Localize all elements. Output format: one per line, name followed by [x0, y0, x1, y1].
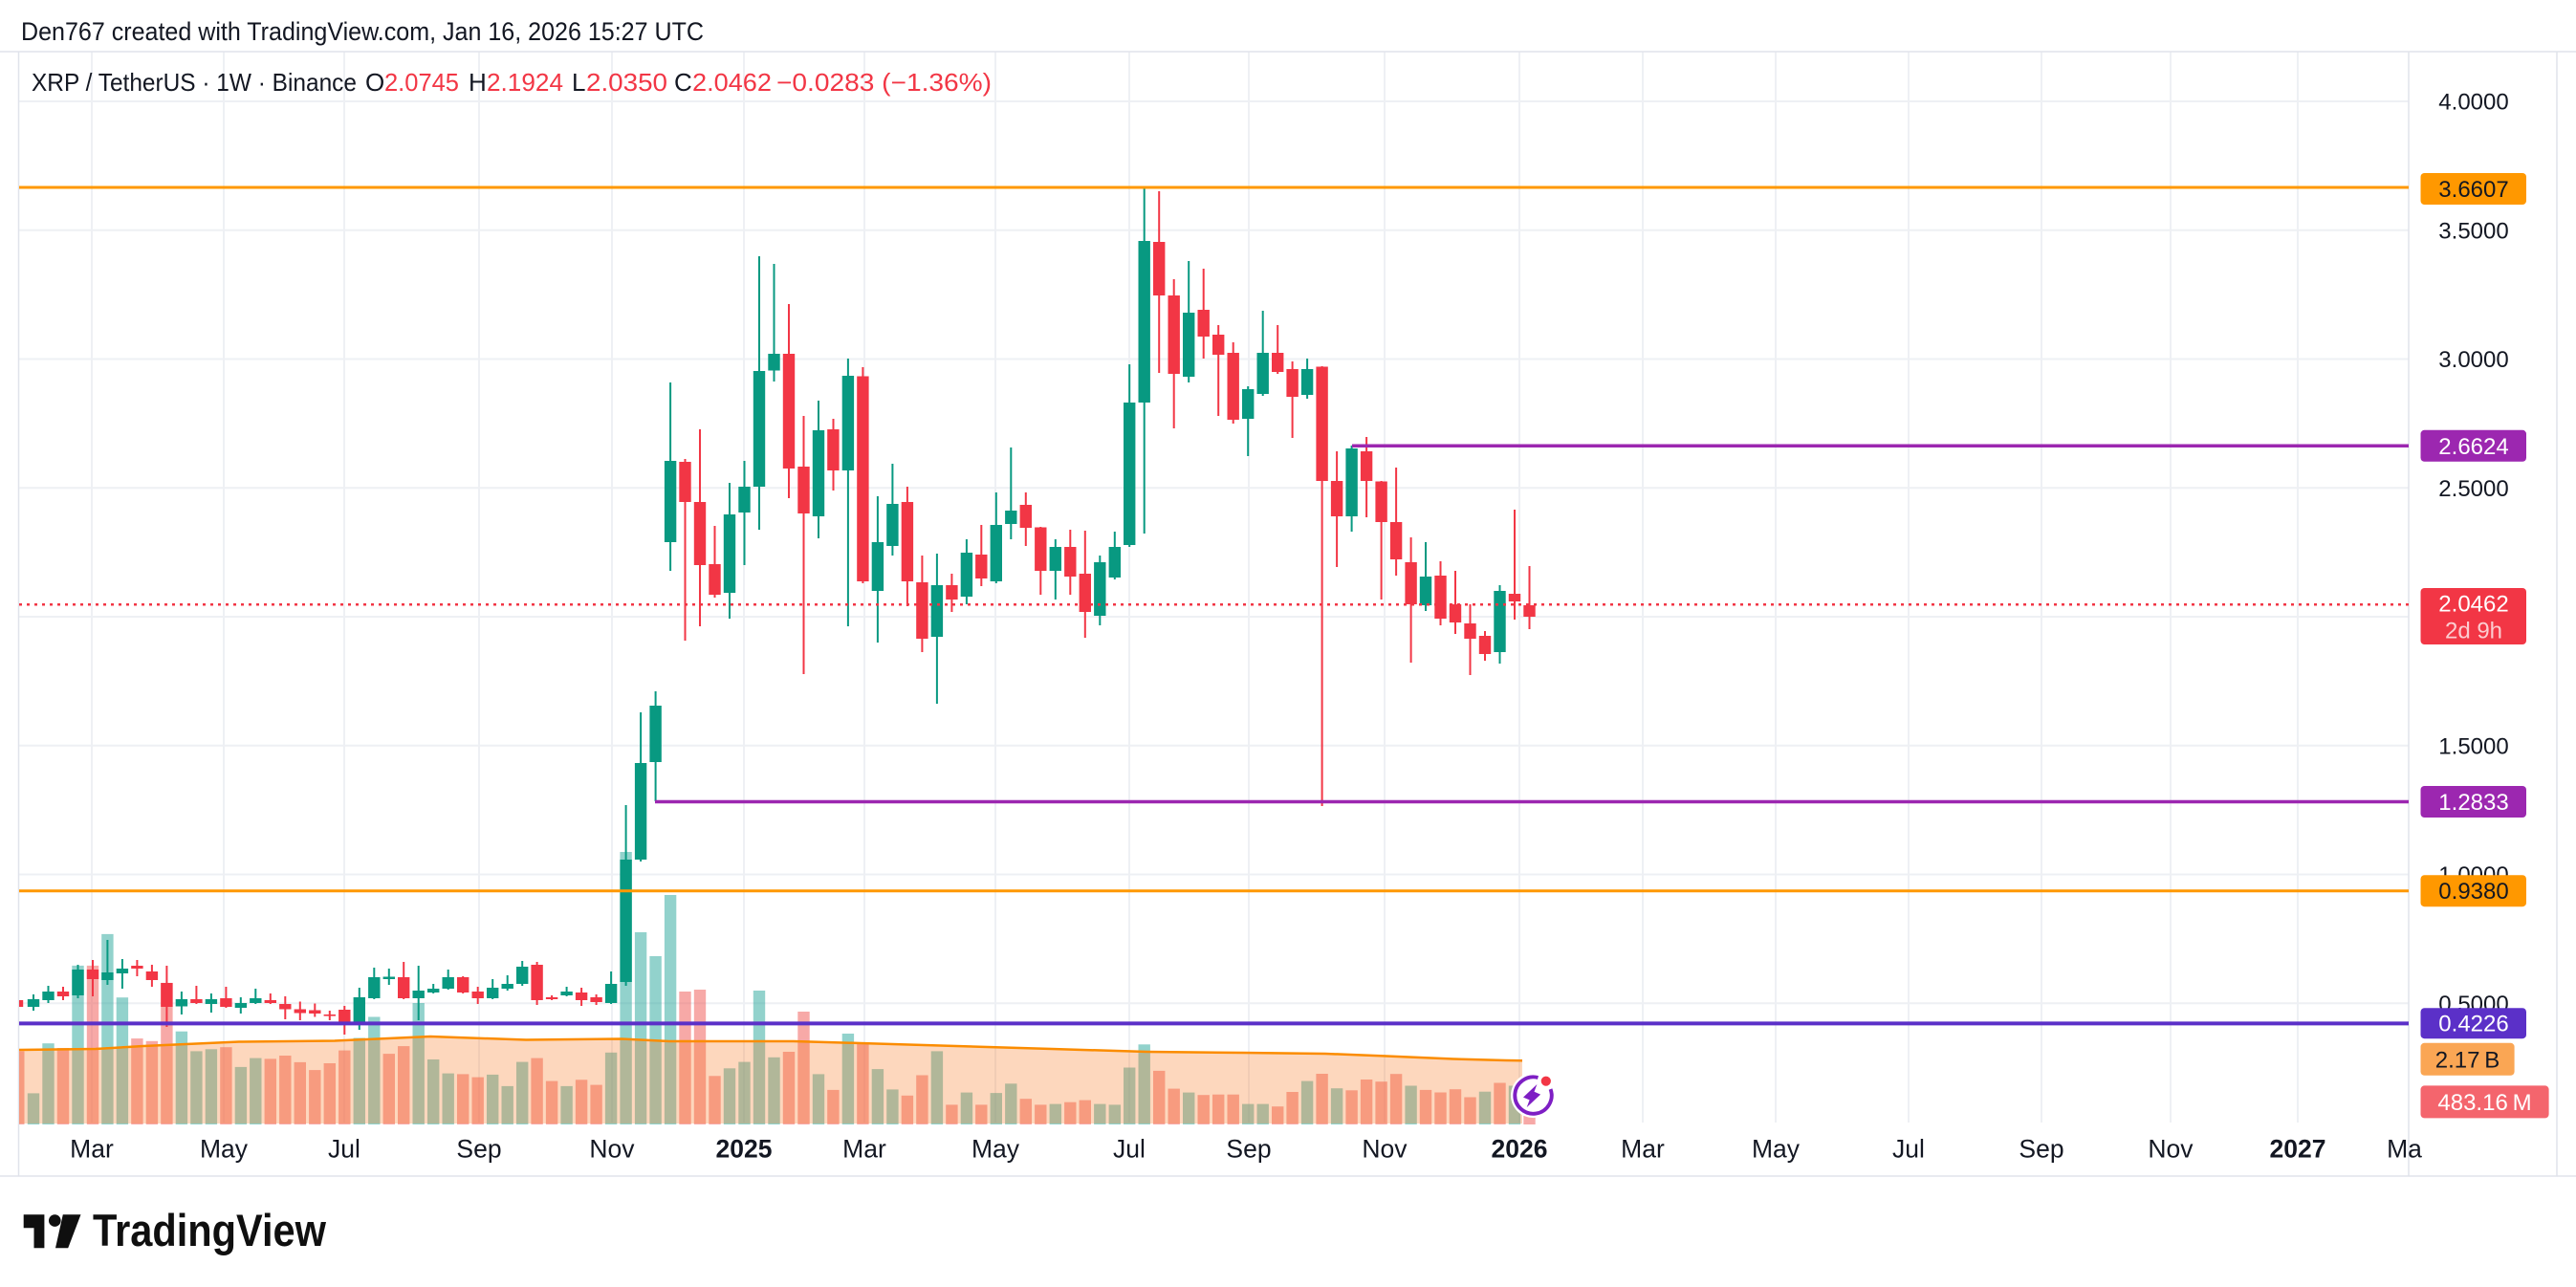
svg-text:TradingView: TradingView	[93, 1205, 326, 1255]
svg-text:4.0000: 4.0000	[2438, 90, 2508, 116]
svg-text:May: May	[1752, 1135, 1801, 1164]
svg-text:Sep: Sep	[2019, 1135, 2063, 1164]
svg-text:2.0462: 2.0462	[2438, 592, 2508, 618]
svg-text:Nov: Nov	[1362, 1135, 1408, 1164]
svg-text:3.5000: 3.5000	[2438, 218, 2508, 244]
svg-text:2025: 2025	[716, 1135, 773, 1164]
svg-text:2d 9h: 2d 9h	[2445, 619, 2502, 644]
svg-text:Mar: Mar	[842, 1135, 886, 1164]
svg-text:1.2833: 1.2833	[2438, 790, 2508, 816]
svg-text:0.4226: 0.4226	[2438, 1012, 2508, 1037]
svg-text:Jul: Jul	[328, 1135, 360, 1164]
svg-text:Sep: Sep	[456, 1135, 501, 1164]
svg-text:2026: 2026	[1492, 1135, 1548, 1164]
svg-text:Ma: Ma	[2387, 1135, 2422, 1164]
svg-text:3.0000: 3.0000	[2438, 347, 2508, 373]
svg-text:2.17 B: 2.17 B	[2435, 1047, 2500, 1073]
svg-text:C: C	[674, 68, 692, 97]
svg-text:Mar: Mar	[70, 1135, 114, 1164]
svg-text:Nov: Nov	[589, 1135, 635, 1164]
svg-text:May: May	[971, 1135, 1020, 1164]
svg-text:Nov: Nov	[2148, 1135, 2194, 1164]
svg-text:0.9380: 0.9380	[2438, 879, 2508, 905]
svg-text:2.0350: 2.0350	[586, 68, 667, 97]
svg-text:2027: 2027	[2270, 1135, 2326, 1164]
svg-text:2.0745: 2.0745	[384, 68, 459, 97]
svg-text:O: O	[365, 68, 384, 97]
svg-text:483.16 M: 483.16 M	[2437, 1090, 2531, 1116]
svg-text:2.6624: 2.6624	[2438, 434, 2508, 460]
svg-text:2.0462: 2.0462	[692, 68, 772, 97]
svg-text:Den767 created with TradingVie: Den767 created with TradingView.com, Jan…	[21, 17, 704, 46]
svg-text:2.5000: 2.5000	[2438, 476, 2508, 502]
svg-text:2.1924: 2.1924	[487, 68, 563, 97]
svg-text:May: May	[200, 1135, 249, 1164]
svg-text:Sep: Sep	[1226, 1135, 1271, 1164]
svg-text:H: H	[469, 68, 487, 97]
svg-text:−0.0283 (−1.36%): −0.0283 (−1.36%)	[776, 68, 992, 97]
svg-text:XRP / TetherUS · 1W · Binance: XRP / TetherUS · 1W · Binance	[32, 68, 357, 97]
svg-text:1.5000: 1.5000	[2438, 733, 2508, 759]
svg-text:L: L	[572, 68, 585, 97]
svg-text:Jul: Jul	[1113, 1135, 1146, 1164]
svg-text:Mar: Mar	[1621, 1135, 1665, 1164]
svg-text:Jul: Jul	[1892, 1135, 1925, 1164]
svg-text:3.6607: 3.6607	[2438, 177, 2508, 203]
